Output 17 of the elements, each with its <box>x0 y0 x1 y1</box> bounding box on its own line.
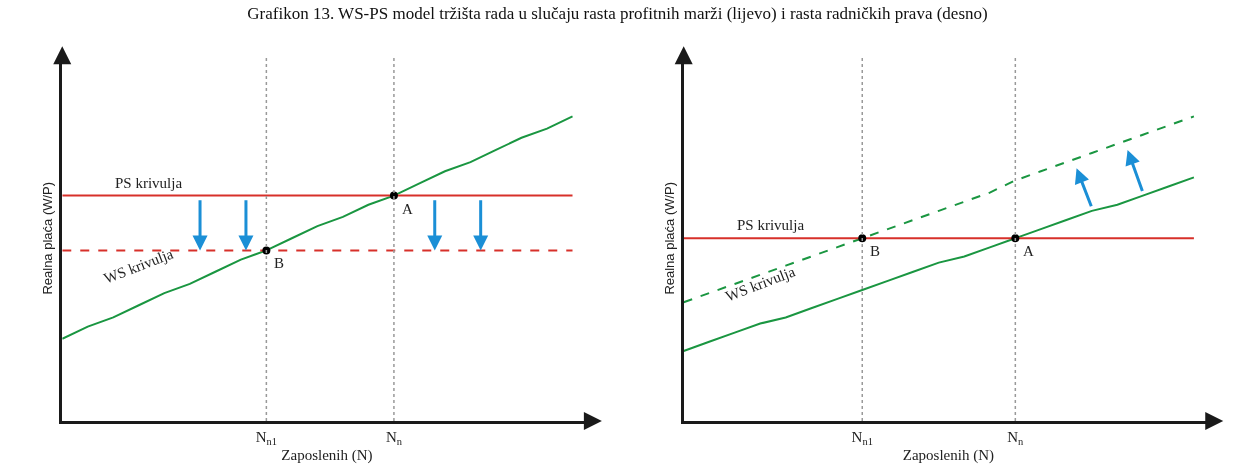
annotation: A <box>1023 243 1034 259</box>
chart-title: Grafikon 13. WS-PS model tržišta rada u slučaju rasta profitnih marži (lijevo) i rasta radničkih prava (desno) <box>247 3 988 23</box>
text: WS krivulja <box>101 245 176 287</box>
x-axis-title: Zaposlenih (N) <box>902 447 994 465</box>
x-tick-label: N$_{n}$ <box>1007 429 1025 448</box>
annotation: A <box>402 201 413 217</box>
x-tick-label: N$_{n1}$ <box>255 429 278 448</box>
x-tick-label: N$_{n}$ <box>385 429 403 448</box>
x-tick-label: N$_{n1}$ <box>851 429 873 448</box>
annotation: B <box>870 243 881 259</box>
text: WS krivulja <box>723 263 798 305</box>
y-axis-title: Realna plaća (W/P) <box>661 181 677 295</box>
x-axis-title: Zaposlenih (N) <box>281 447 373 465</box>
series-label: PS krivulja <box>115 175 183 191</box>
y-axis-title: Realna plaća (W/P) <box>40 181 56 295</box>
annotation: B <box>274 255 285 271</box>
series-label: PS krivulja <box>737 217 805 233</box>
